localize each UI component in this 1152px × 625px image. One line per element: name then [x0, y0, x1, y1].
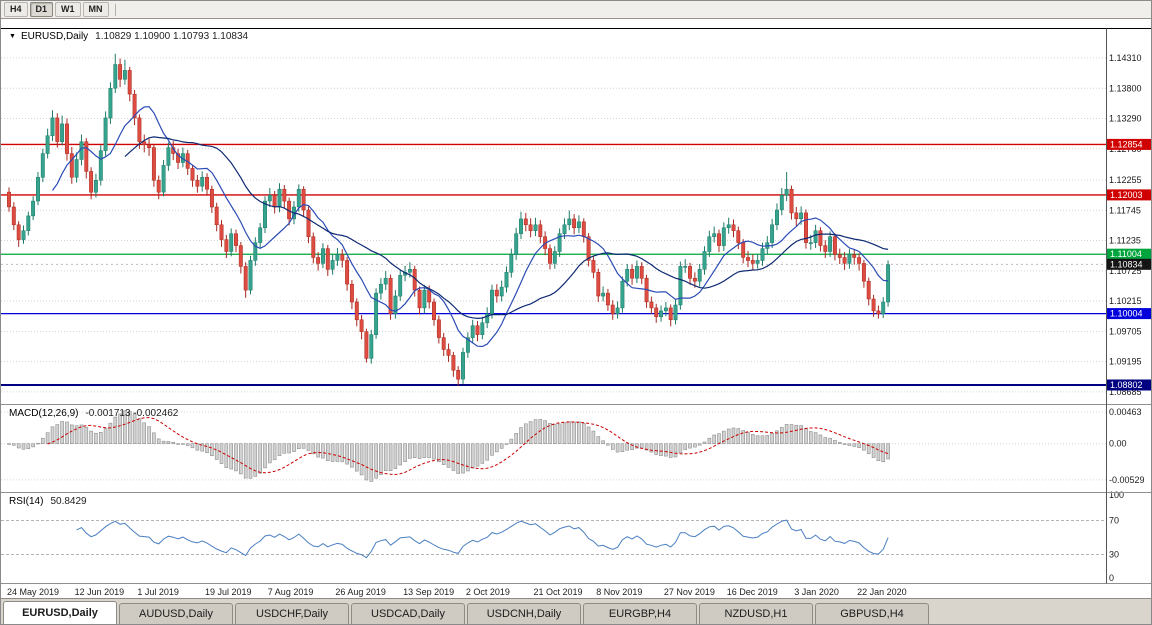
chart-tab-bar: EURUSD,Daily AUDUSD,Daily USDCHF,Daily USDC… — [1, 598, 1151, 624]
chart-tab-usdchf-daily[interactable]: USDCHF,Daily — [235, 603, 349, 624]
svg-text:1.13290: 1.13290 — [1109, 114, 1142, 124]
pane-frames — [1, 28, 1151, 584]
timeframe-button-d1[interactable]: D1 — [29, 2, 54, 17]
svg-text:1.10004: 1.10004 — [1110, 309, 1143, 319]
svg-text:1.08802: 1.08802 — [1110, 380, 1143, 390]
svg-text:1.11745: 1.11745 — [1109, 205, 1141, 215]
chart-dropdown-icon[interactable]: ▼ — [9, 33, 16, 40]
ohlc-values: 1.10829 1.10900 1.10793 1.10834 — [95, 31, 249, 42]
rsi-value: 50.8429 — [50, 496, 87, 507]
toolbar-separator — [114, 3, 116, 16]
rsi-indicator-title: RSI(14) 50.8429 — [9, 496, 87, 507]
svg-text:1 Jul 2019: 1 Jul 2019 — [137, 587, 179, 597]
timeframe-button-h4[interactable]: H4 — [4, 2, 28, 17]
svg-text:0.00: 0.00 — [1109, 439, 1127, 449]
svg-text:7 Aug 2019: 7 Aug 2019 — [268, 587, 314, 597]
rsi-label: RSI(14) — [9, 496, 44, 507]
rsi-line — [76, 519, 889, 559]
svg-text:27 Nov 2019: 27 Nov 2019 — [664, 587, 715, 597]
svg-text:30: 30 — [1109, 550, 1119, 560]
chart-tab-usdcad-daily[interactable]: USDCAD,Daily — [351, 603, 465, 624]
svg-text:1.12003: 1.12003 — [1110, 190, 1143, 200]
svg-text:12 Jun 2019: 12 Jun 2019 — [75, 587, 125, 597]
svg-text:2 Oct 2019: 2 Oct 2019 — [466, 587, 510, 597]
x-axis-labels: 24 May 2019 12 Jun 2019 1 Jul 2019 19 Jul 2… — [7, 587, 907, 597]
svg-text:100: 100 — [1109, 490, 1124, 500]
macd-indicator-title: MACD(12,26,9) -0.001713 -0.002462 — [9, 408, 178, 419]
svg-text:13 Sep 2019: 13 Sep 2019 — [403, 587, 454, 597]
timeframe-toolbar: H4 D1 W1 MN — [1, 1, 1151, 19]
chart-symbol-title: ▼ EURUSD,Daily 1.10829 1.10900 1.10793 1.1… — [9, 31, 248, 42]
timeframe-button-mn[interactable]: MN — [82, 2, 109, 17]
svg-text:1.11004: 1.11004 — [1110, 249, 1142, 259]
svg-text:1.12255: 1.12255 — [1109, 175, 1142, 185]
svg-text:1.09195: 1.09195 — [1109, 357, 1142, 367]
svg-text:1.11235: 1.11235 — [1109, 236, 1141, 246]
chart-tab-audusd-daily[interactable]: AUDUSD,Daily — [119, 603, 233, 624]
svg-text:1.10834: 1.10834 — [1110, 259, 1143, 269]
svg-text:19 Jul 2019: 19 Jul 2019 — [205, 587, 252, 597]
moving-average-lines — [52, 106, 889, 348]
chart-tab-nzdusd-h1[interactable]: NZDUSD,H1 — [699, 603, 813, 624]
svg-text:22 Jan 2020: 22 Jan 2020 — [857, 587, 907, 597]
svg-text:16 Dec 2019: 16 Dec 2019 — [727, 587, 778, 597]
chart-tab-gbpusd-h4[interactable]: GBPUSD,H4 — [815, 603, 929, 624]
svg-text:1.12854: 1.12854 — [1110, 139, 1143, 149]
svg-text:0: 0 — [1109, 573, 1114, 583]
svg-text:1.09705: 1.09705 — [1109, 326, 1142, 336]
svg-text:70: 70 — [1109, 516, 1119, 526]
macd-values: -0.001713 -0.002462 — [85, 408, 179, 419]
macd-histogram — [7, 410, 890, 482]
svg-text:21 Oct 2019: 21 Oct 2019 — [534, 587, 583, 597]
symbol-period-label: EURUSD,Daily — [20, 31, 89, 42]
svg-text:-0.00529: -0.00529 — [1109, 475, 1145, 485]
macd-label: MACD(12,26,9) — [9, 408, 79, 419]
y-axis-labels: 1.143101.138001.132901.127801.122551.117… — [1109, 53, 1145, 583]
horizontal-level-lines — [1, 143, 1106, 386]
chart-tab-eurgbp-h4[interactable]: EURGBP,H4 — [583, 603, 697, 624]
svg-text:1.10725: 1.10725 — [1109, 266, 1142, 276]
svg-text:8 Nov 2019: 8 Nov 2019 — [596, 587, 642, 597]
svg-text:1.08685: 1.08685 — [1109, 387, 1142, 397]
candlestick-series — [7, 53, 891, 386]
grid-lines — [1, 57, 1106, 555]
svg-text:1.10215: 1.10215 — [1109, 296, 1142, 306]
svg-text:0.00463: 0.00463 — [1109, 407, 1142, 417]
chart-area[interactable]: 1.143101.138001.132901.127801.122551.117… — [1, 19, 1152, 600]
chart-tab-eurusd-daily[interactable]: EURUSD,Daily — [3, 601, 117, 624]
svg-text:1.14310: 1.14310 — [1109, 53, 1142, 63]
macd-signal-line — [47, 417, 889, 476]
timeframe-button-w1[interactable]: W1 — [55, 2, 81, 17]
chart-tab-usdcnh-daily[interactable]: USDCNH,Daily — [467, 603, 581, 624]
svg-text:3 Jan 2020: 3 Jan 2020 — [794, 587, 839, 597]
price-badges: 1.12854 1.12003 1.11004 1.10004 1.08802 1.108… — [1107, 138, 1151, 391]
svg-text:1.13800: 1.13800 — [1109, 83, 1142, 93]
svg-text:24 May 2019: 24 May 2019 — [7, 587, 59, 597]
chart-canvas[interactable]: 1.143101.138001.132901.127801.122551.117… — [1, 19, 1152, 600]
svg-text:26 Aug 2019: 26 Aug 2019 — [335, 587, 386, 597]
